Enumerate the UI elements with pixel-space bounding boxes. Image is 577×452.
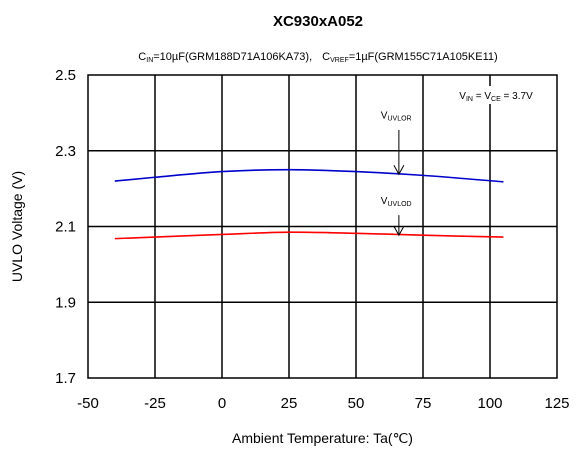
cvref-symbol: C	[322, 51, 330, 63]
vin-subscript: IN	[466, 96, 473, 103]
condition-box: VIN = VCE = 3.7V	[440, 86, 553, 104]
x-tick-label: -50	[77, 395, 99, 412]
cvref-subscript: VREF	[330, 57, 349, 64]
cin-symbol: C	[138, 51, 146, 63]
y-tick-label: 2.5	[55, 67, 76, 84]
series-line-uvlod	[114, 231, 504, 240]
annotation-symbol: V	[381, 196, 388, 207]
vce-symbol: V	[484, 91, 491, 102]
condition-label: VIN = VCE = 3.7V	[459, 91, 533, 103]
annotation-subscript: UVLOR	[387, 116, 411, 123]
cin-subscript: IN	[146, 57, 153, 64]
x-tick-label: 25	[281, 395, 298, 412]
x-tick-labels: -50 -25 0 25 50 75 100 125	[77, 395, 569, 412]
condition-background	[440, 86, 553, 104]
y-tick-label: 1.9	[55, 294, 76, 311]
x-axis-label: Ambient Temperature: Ta(℃)	[232, 430, 413, 446]
vce-subscript: CE	[491, 96, 501, 103]
x-tick-label: 75	[415, 395, 432, 412]
x-tick-label: 0	[218, 395, 226, 412]
y-tick-label: 2.3	[55, 143, 76, 160]
x-tick-label: -25	[144, 395, 166, 412]
x-tick-label: 100	[477, 395, 502, 412]
annotation-background	[374, 192, 421, 209]
x-tick-label: 50	[348, 395, 365, 412]
annotation-label: VUVLOR	[381, 111, 412, 123]
grid-lines	[88, 75, 557, 378]
annotation-subscript: UVLOD	[387, 201, 411, 208]
condition-value: = 3.7V	[501, 91, 533, 102]
x-tick-label: 125	[544, 395, 569, 412]
chart-title: XC930xA052	[273, 13, 363, 30]
y-tick-label: 1.7	[55, 370, 76, 387]
condition-equals: =	[473, 91, 484, 102]
cin-value: =10µF(GRM188D71A106KA73),	[153, 51, 312, 63]
plot-frame	[87, 74, 558, 379]
annotation-label: VUVLOD	[381, 196, 412, 208]
series-layer	[114, 168, 504, 240]
y-tick-labels: 1.7 1.9 2.1 2.3 2.5	[55, 67, 76, 387]
vin-symbol: V	[459, 91, 466, 102]
annotation-arrow-head	[393, 164, 405, 176]
series-line-uvlor	[114, 168, 504, 183]
y-axis-label: UVLO Voltage (V)	[9, 171, 25, 282]
annotation-background	[374, 107, 421, 124]
chart-subtitle: CIN=10µF(GRM188D71A106KA73), CVREF=1µF(GR…	[138, 51, 497, 64]
annotation-arrow-head	[393, 225, 405, 237]
cvref-value: =1µF(GRM155C71A105KE11)	[349, 51, 498, 63]
annotation-symbol: V	[381, 111, 388, 122]
y-tick-label: 2.1	[55, 219, 76, 236]
